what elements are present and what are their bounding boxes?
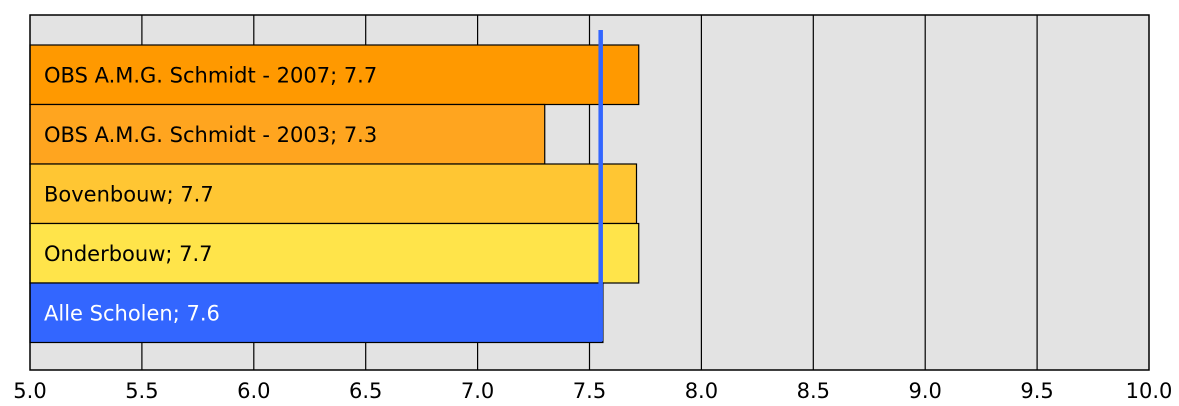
bar-label: OBS A.M.G. Schmidt - 2003; 7.3 — [44, 123, 377, 147]
x-tick-label: 5.0 — [13, 379, 46, 403]
x-tick-label: 6.0 — [237, 379, 270, 403]
bar — [29, 103, 546, 165]
x-tick-label: 6.5 — [349, 379, 382, 403]
x-tick-label: 8.5 — [797, 379, 830, 403]
bar — [29, 222, 640, 284]
bar — [29, 44, 640, 106]
bar-label: OBS A.M.G. Schmidt - 2007; 7.7 — [44, 63, 377, 87]
x-tick-label: 7.0 — [461, 379, 494, 403]
plot-frame — [29, 14, 1150, 371]
bar-label: Alle Scholen; 7.6 — [44, 301, 220, 325]
bars: OBS A.M.G. Schmidt - 2007; 7.7 OBS A.M.G.… — [29, 44, 640, 344]
x-tick-label: 9.0 — [908, 379, 941, 403]
bar — [29, 163, 638, 225]
bar-label: Bovenbouw; 7.7 — [44, 182, 214, 206]
bar — [29, 282, 604, 344]
x-tick-label: 10.0 — [1126, 379, 1173, 403]
x-tick-label: 5.5 — [125, 379, 158, 403]
bar-label: Onderbouw; 7.7 — [44, 242, 213, 266]
x-tick-label: 7.5 — [573, 379, 606, 403]
x-tick-label: 9.5 — [1020, 379, 1053, 403]
x-tick-label: 8.0 — [685, 379, 718, 403]
x-axis-ticks: 5.0 5.5 6.0 6.5 7.0 7.5 8.0 8.5 9.0 9.5 10.0 — [13, 379, 1172, 403]
